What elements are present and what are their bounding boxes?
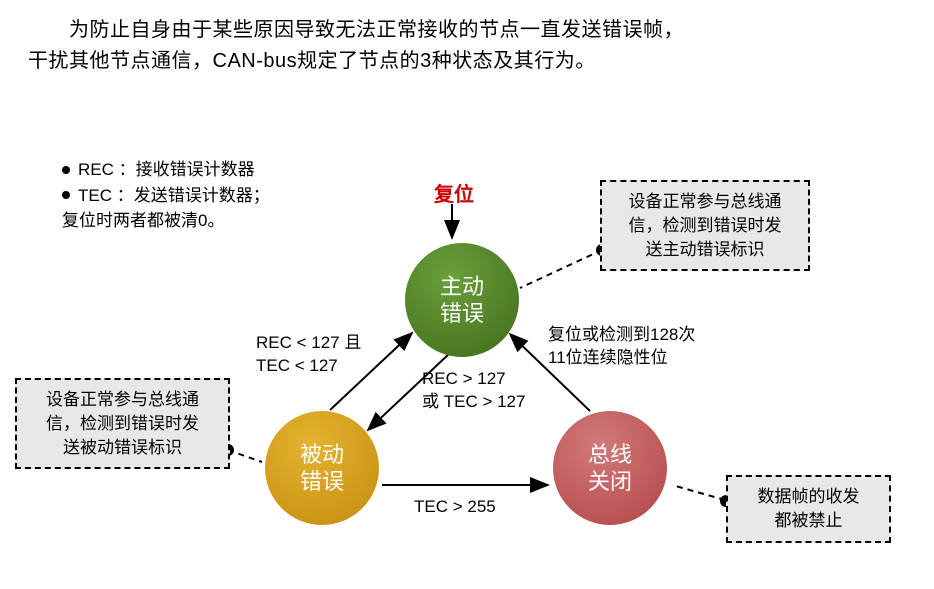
intro-line1: 为防止自身由于某些原因导致无法正常接收的节点一直发送错误帧， bbox=[28, 19, 684, 41]
desc-active-l2: 信，检测到错误时发 bbox=[629, 216, 782, 235]
desc-active-l3: 送主动错误标识 bbox=[646, 240, 765, 259]
legend-tec-text: TEC ：发送错误计数器； bbox=[78, 183, 270, 209]
desc-passive-l1: 设备正常参与总线通 bbox=[46, 390, 199, 409]
intro-paragraph: 为防止自身由于某些原因导致无法正常接收的节点一直发送错误帧， 干扰其他节点通信，… bbox=[28, 15, 898, 77]
intro-line2: 干扰其他节点通信，CAN-bus规定了节点的3种状态及其行为。 bbox=[28, 50, 596, 72]
state-active-l1: 主动 bbox=[440, 273, 484, 301]
desc-active-l1: 设备正常参与总线通 bbox=[629, 192, 782, 211]
edge-label-busoff-to-active: 复位或检测到128次 11位连续隐性位 bbox=[548, 324, 695, 370]
legend-reset-note: 复位时两者都被清0。 bbox=[62, 208, 270, 234]
desc-busoff-l2: 都被禁止 bbox=[775, 511, 843, 530]
connector-active-desc bbox=[520, 250, 602, 288]
edge-label-passive-to-active: REC < 127 且 TEC < 127 bbox=[256, 332, 361, 378]
state-active-l2: 错误 bbox=[440, 300, 484, 328]
edge-label-passive-to-busoff: TEC > 255 bbox=[414, 496, 496, 519]
desc-passive-l2: 信，检测到错误时发 bbox=[46, 414, 199, 433]
edge-label-active-to-passive: REC > 127 或 TEC > 127 bbox=[422, 368, 525, 414]
bullet-icon bbox=[62, 191, 70, 199]
legend-rec: REC ：接收错误计数器 bbox=[62, 157, 270, 183]
state-bus-off: 总线 关闭 bbox=[553, 411, 667, 525]
state-active-error: 主动 错误 bbox=[405, 243, 519, 357]
state-passive-error: 被动 错误 bbox=[265, 411, 379, 525]
desc-busoff-l1: 数据帧的收发 bbox=[758, 487, 860, 506]
state-passive-l2: 错误 bbox=[300, 468, 344, 496]
state-busoff-l2: 关闭 bbox=[588, 468, 632, 496]
desc-active: 设备正常参与总线通 信，检测到错误时发 送主动错误标识 bbox=[600, 180, 810, 271]
desc-passive: 设备正常参与总线通 信，检测到错误时发 送被动错误标识 bbox=[15, 378, 230, 469]
bullet-icon bbox=[62, 166, 70, 174]
legend-tec: TEC ：发送错误计数器； bbox=[62, 183, 270, 209]
reset-label: 复位 bbox=[434, 178, 474, 207]
state-busoff-l1: 总线 bbox=[588, 441, 632, 469]
legend-rec-text: REC ：接收错误计数器 bbox=[78, 157, 255, 183]
connector-busoff-desc bbox=[672, 485, 725, 500]
legend-block: REC ：接收错误计数器 TEC ：发送错误计数器； 复位时两者都被清0。 bbox=[62, 157, 270, 234]
state-passive-l1: 被动 bbox=[300, 441, 344, 469]
desc-passive-l3: 送被动错误标识 bbox=[63, 438, 182, 457]
desc-busoff: 数据帧的收发 都被禁止 bbox=[726, 475, 891, 543]
